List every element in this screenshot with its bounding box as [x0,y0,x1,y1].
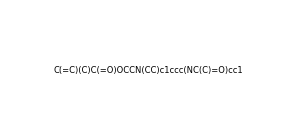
Text: C(=C)(C)C(=O)OCCN(CC)c1ccc(NC(C)=O)cc1: C(=C)(C)C(=O)OCCN(CC)c1ccc(NC(C)=O)cc1 [53,66,243,74]
